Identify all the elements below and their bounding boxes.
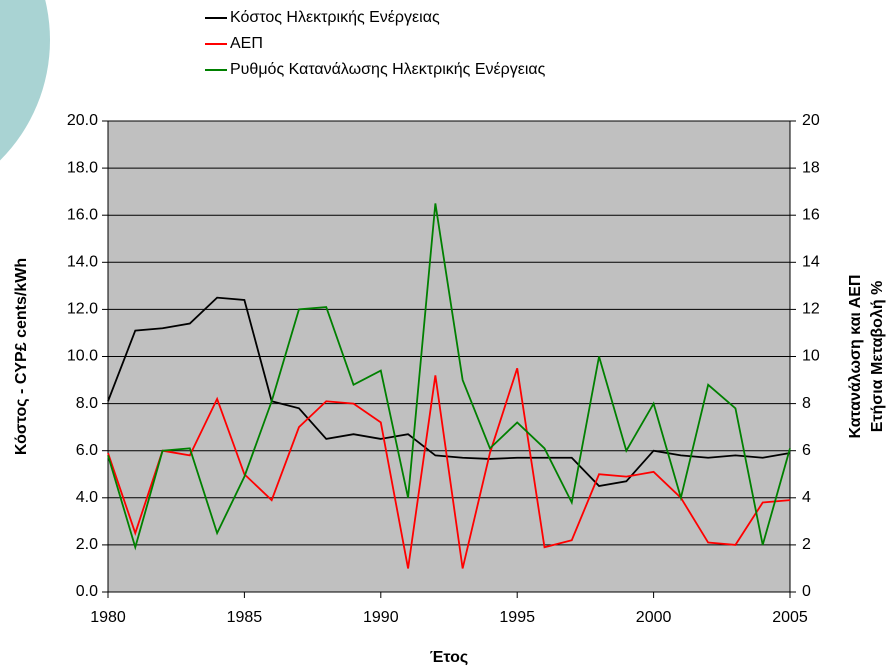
y2-axis-label: Ετήσια Μεταβολή % bbox=[869, 281, 886, 433]
series-line bbox=[107, 203, 791, 551]
y-tick-label: 0.0 bbox=[76, 583, 98, 600]
y2-axis-label: Κατανάλωση και ΑΕΠ bbox=[847, 275, 864, 439]
y-axis-label: Κόστος - CYP£ cents/kWh bbox=[13, 258, 30, 455]
y-tick-label: 10.0 bbox=[67, 348, 98, 365]
x-tick-label: 2005 bbox=[772, 609, 808, 626]
y2-tick-label: 14 bbox=[802, 254, 820, 271]
y2-tick-label: 10 bbox=[802, 348, 820, 365]
series-line bbox=[107, 296, 791, 487]
x-tick-label: 2000 bbox=[636, 609, 672, 626]
legend-label: ΑΕΠ bbox=[230, 35, 263, 52]
y-tick-label: 14.0 bbox=[67, 254, 98, 271]
y-tick-label: 2.0 bbox=[76, 536, 98, 553]
y2-tick-label: 2 bbox=[802, 536, 811, 553]
legend-label: Κόστος Ηλεκτρικής Ενέργειας bbox=[230, 9, 440, 26]
y-tick-label: 6.0 bbox=[76, 442, 98, 459]
y2-tick-label: 0 bbox=[802, 583, 811, 600]
y2-tick-label: 8 bbox=[802, 395, 811, 412]
x-tick-label: 1995 bbox=[499, 609, 535, 626]
y-tick-label: 16.0 bbox=[67, 206, 98, 223]
y-tick-label: 4.0 bbox=[76, 489, 98, 506]
y2-tick-label: 12 bbox=[802, 301, 820, 318]
y-tick-label: 18.0 bbox=[67, 159, 98, 176]
x-tick-label: 1985 bbox=[227, 609, 263, 626]
y2-tick-label: 6 bbox=[802, 442, 811, 459]
y2-tick-label: 4 bbox=[802, 489, 811, 506]
x-axis-label: Έτος bbox=[430, 649, 468, 666]
y-tick-label: 8.0 bbox=[76, 395, 98, 412]
series-line bbox=[107, 367, 791, 569]
x-tick-label: 1980 bbox=[90, 609, 126, 626]
plot-border bbox=[107, 120, 791, 593]
y-tick-label: 20.0 bbox=[67, 112, 98, 129]
y2-tick-label: 20 bbox=[802, 112, 820, 129]
y-tick-label: 12.0 bbox=[67, 301, 98, 318]
decor-circle bbox=[0, 0, 50, 161]
y2-tick-label: 18 bbox=[802, 159, 820, 176]
y2-tick-label: 16 bbox=[802, 206, 820, 223]
x-tick-label: 1990 bbox=[363, 609, 399, 626]
legend-label: Ρυθμός Κατανάλωσης Ηλεκτρικής Ενέργειας bbox=[230, 61, 546, 78]
